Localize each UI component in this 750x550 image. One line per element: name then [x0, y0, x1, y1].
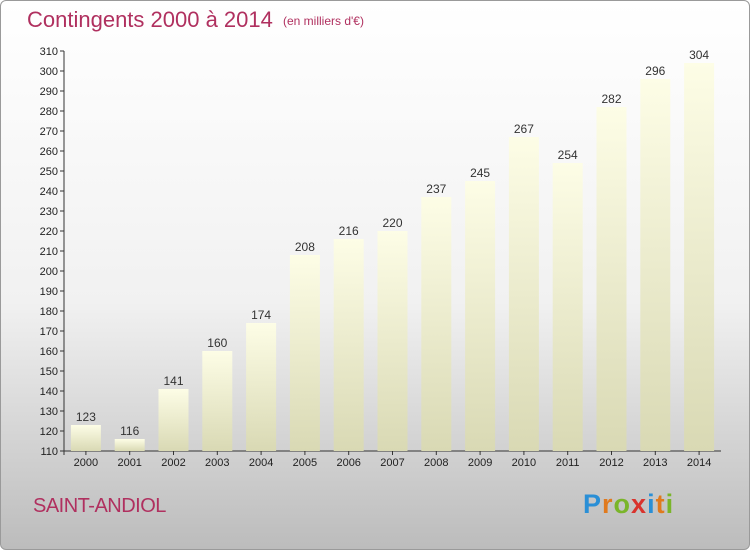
bar	[333, 239, 364, 451]
y-tick-label: 310	[40, 46, 58, 58]
bar	[158, 389, 189, 451]
data-labels: 123 116 141 160 174 208 216 220 237 245 267 254 282 2…	[76, 48, 710, 438]
bar-value-label: 296	[645, 64, 665, 78]
y-tick-label: 270	[40, 126, 58, 138]
x-tick-label: 2004	[249, 457, 273, 469]
x-tick-label: 2010	[512, 457, 536, 469]
bar-value-label: 160	[207, 336, 227, 350]
brand-logo: Proxiti	[583, 489, 674, 520]
bar-value-label: 282	[601, 92, 621, 106]
y-tick-label: 120	[40, 426, 58, 438]
x-tick-label: 2005	[293, 457, 317, 469]
brand-logo-letter: i	[647, 489, 656, 519]
x-tick-label: 2014	[687, 457, 711, 469]
chart-subtitle: (en milliers d'€)	[283, 14, 364, 28]
bar	[465, 181, 496, 451]
brand-logo-letter: i	[665, 489, 675, 519]
bar-value-label: 245	[470, 166, 490, 180]
bar	[421, 197, 452, 451]
brand-logo-letter: P	[583, 489, 603, 519]
x-tick-label: 2013	[643, 457, 667, 469]
bar-value-label: 267	[514, 122, 534, 136]
y-tick-label: 130	[40, 406, 58, 418]
bar	[202, 351, 233, 451]
y-tick-label: 240	[40, 186, 58, 198]
bar	[552, 163, 583, 451]
y-tick-label: 260	[40, 146, 58, 158]
x-tick-label: 2012	[599, 457, 623, 469]
y-tick-label: 210	[40, 246, 58, 258]
bar	[114, 439, 145, 451]
y-tick-label: 250	[40, 166, 58, 178]
brand-logo-letter: x	[631, 489, 648, 519]
y-tick-label: 170	[40, 326, 58, 338]
y-tick-label: 300	[40, 66, 58, 78]
y-tick-label: 200	[40, 266, 58, 278]
bar-value-label: 116	[120, 424, 139, 438]
bar-value-label: 254	[558, 148, 578, 162]
x-tick-label: 2000	[74, 457, 98, 469]
brand-logo-letter: o	[613, 489, 632, 519]
bar	[246, 323, 277, 451]
bar	[640, 79, 671, 451]
bar-value-label: 220	[382, 216, 402, 230]
y-tick-label: 290	[40, 86, 58, 98]
place-name: SAINT-ANDIOL	[33, 495, 166, 517]
bar	[508, 137, 539, 451]
y-tick-label: 220	[40, 226, 58, 238]
chart-title: Contingents 2000 à 2014	[27, 7, 273, 32]
x-tick-label: 2007	[380, 457, 404, 469]
brand-logo-letter: t	[655, 489, 666, 519]
y-tick-label: 140	[40, 386, 58, 398]
y-tick-label: 190	[40, 286, 58, 298]
x-tick-label: 2006	[336, 457, 360, 469]
y-tick-label: 110	[40, 446, 58, 458]
brand-logo-letter: r	[602, 489, 614, 519]
y-tick-label: 180	[40, 306, 58, 318]
x-tick-label: 2003	[205, 457, 229, 469]
bar-value-label: 208	[295, 240, 315, 254]
bar-value-label: 174	[251, 308, 271, 322]
bar-value-label: 141	[163, 374, 183, 388]
bar	[684, 63, 715, 451]
y-tick-label: 280	[40, 106, 58, 118]
y-tick-label: 230	[40, 206, 58, 218]
x-tick-label: 2001	[117, 457, 141, 469]
bar	[70, 425, 101, 451]
bar-value-label: 123	[76, 410, 96, 424]
bar-value-label: 216	[339, 224, 359, 238]
axes: 110 120 130 140 150 160 170 180 190 200 210 220 230 2…	[40, 46, 721, 469]
y-tick-label: 160	[40, 346, 58, 358]
bar	[377, 231, 408, 451]
bar	[289, 255, 320, 451]
bars	[70, 63, 715, 451]
x-tick-label: 2002	[161, 457, 185, 469]
x-tick-label: 2011	[556, 457, 580, 469]
y-tick-label: 150	[40, 366, 58, 378]
x-tick-label: 2009	[468, 457, 492, 469]
bar-value-label: 237	[426, 182, 446, 196]
x-tick-label: 2008	[424, 457, 448, 469]
bar	[596, 107, 627, 451]
bar-value-label: 304	[689, 48, 709, 62]
